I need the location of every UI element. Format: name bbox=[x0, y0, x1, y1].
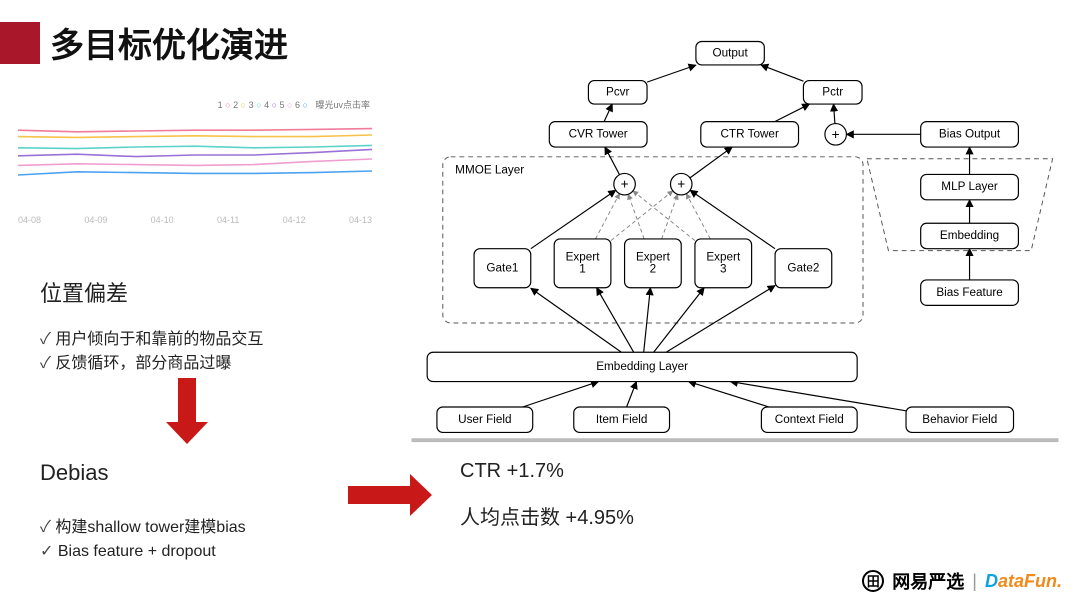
debias-bullet-list: 构建shallow tower建模biasBias feature + drop… bbox=[40, 516, 246, 564]
node-emb_layer: Embedding Layer bbox=[427, 352, 857, 381]
svg-text:Behavior Field: Behavior Field bbox=[922, 413, 997, 426]
node-emb_bias: Embedding bbox=[921, 223, 1019, 248]
svg-text:Embedding Layer: Embedding Layer bbox=[596, 360, 688, 373]
node-user_f: User Field bbox=[437, 407, 533, 432]
bias-bullet-list: 用户倾向于和靠前的物品交互反馈循环，部分商品过曝 bbox=[40, 328, 263, 376]
results-block: CTR +1.7% 人均点击数 +4.95% bbox=[460, 460, 634, 548]
svg-text:+: + bbox=[621, 177, 629, 192]
netease-yx-icon: 田 bbox=[862, 570, 884, 592]
mini-chart-legend: 1 ○ 2 ○ 3 ○ 4 ○ 5 ○ 6 ○ 曝光uv点击率 bbox=[10, 98, 380, 111]
svg-text:Embedding: Embedding bbox=[940, 229, 999, 242]
node-item_f: Item Field bbox=[574, 407, 670, 432]
datafun-logo: DataFun. bbox=[985, 571, 1062, 592]
svg-text:+: + bbox=[677, 177, 685, 192]
section-debias-heading: Debias bbox=[40, 460, 108, 486]
node-gate1: Gate1 bbox=[474, 249, 531, 288]
node-plus_r: + bbox=[671, 173, 693, 195]
svg-text:MLP Layer: MLP Layer bbox=[941, 180, 998, 193]
node-expert2: Expert2 bbox=[625, 239, 682, 288]
svg-text:CTR Tower: CTR Tower bbox=[720, 127, 778, 140]
node-plus_ctr: + bbox=[825, 124, 847, 146]
svg-text:Context Field: Context Field bbox=[775, 413, 844, 426]
svg-text:CVR Tower: CVR Tower bbox=[569, 127, 628, 140]
svg-text:MMOE Layer: MMOE Layer bbox=[455, 164, 524, 177]
section-bias-heading: 位置偏差 bbox=[40, 276, 128, 308]
svg-text:Gate2: Gate2 bbox=[787, 261, 819, 274]
result-clicks: 人均点击数 +4.95% bbox=[460, 501, 634, 530]
legend-right-label: 曝光uv点击率 bbox=[315, 100, 370, 110]
svg-text:Pcvr: Pcvr bbox=[606, 85, 630, 98]
node-pctr: Pctr bbox=[803, 81, 862, 104]
architecture-diagram: MMOE Layer Output Pcvr Pctr CVR Tower CTR Tow… bbox=[400, 20, 1070, 450]
node-bias_feat: Bias Feature bbox=[921, 280, 1019, 305]
mini-line-chart: 1 ○ 2 ○ 3 ○ 4 ○ 5 ○ 6 ○ 曝光uv点击率 04-0804-… bbox=[10, 98, 380, 228]
svg-text:Item Field: Item Field bbox=[596, 413, 647, 426]
node-gate2: Gate2 bbox=[775, 249, 832, 288]
node-output: Output bbox=[696, 42, 764, 65]
node-mlp: MLP Layer bbox=[921, 174, 1019, 199]
slide-title: 多目标优化演进 bbox=[50, 18, 288, 67]
node-plus_l: + bbox=[614, 173, 636, 195]
node-beh_f: Behavior Field bbox=[906, 407, 1014, 432]
logo-divider: | bbox=[972, 571, 977, 592]
svg-text:Bias Output: Bias Output bbox=[939, 127, 1001, 140]
svg-text:1: 1 bbox=[579, 262, 586, 275]
node-ctr_tower: CTR Tower bbox=[701, 122, 799, 147]
svg-text:2: 2 bbox=[650, 262, 657, 275]
node-cvr_tower: CVR Tower bbox=[549, 122, 647, 147]
svg-text:Pctr: Pctr bbox=[822, 85, 843, 98]
node-bias_output: Bias Output bbox=[921, 122, 1019, 147]
netease-yx-label: 网易严选 bbox=[892, 568, 964, 594]
node-expert3: Expert3 bbox=[695, 239, 752, 288]
node-pcvr: Pcvr bbox=[588, 81, 647, 104]
mini-chart-svg bbox=[10, 111, 380, 211]
svg-text:Output: Output bbox=[713, 46, 749, 59]
svg-text:Gate1: Gate1 bbox=[486, 261, 518, 274]
svg-text:Bias Feature: Bias Feature bbox=[936, 286, 1002, 299]
svg-text:3: 3 bbox=[720, 262, 727, 275]
node-ctx_f: Context Field bbox=[761, 407, 857, 432]
result-ctr: CTR +1.7% bbox=[460, 460, 634, 483]
title-accent-block bbox=[0, 22, 40, 64]
slide-title-bar: 多目标优化演进 bbox=[0, 18, 288, 67]
mini-chart-x-axis: 04-0804-0904-1004-1104-1204-13 bbox=[10, 213, 380, 225]
svg-text:User Field: User Field bbox=[458, 413, 511, 426]
svg-text:+: + bbox=[832, 127, 840, 142]
node-expert1: Expert1 bbox=[554, 239, 611, 288]
footer-logos: 田 网易严选 | DataFun. bbox=[862, 568, 1062, 594]
